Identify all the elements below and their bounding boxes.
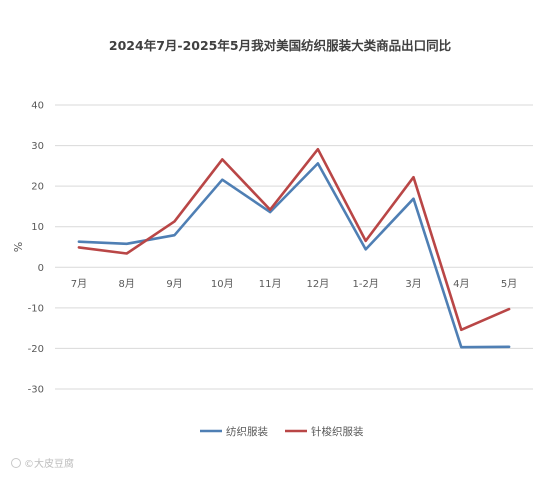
x-tick-label: 8月 xyxy=(119,278,135,290)
y-tick-label: 10 xyxy=(31,222,44,233)
watermark-text: ©大皮豆腐 xyxy=(24,457,74,470)
y-tick-label: 20 xyxy=(31,182,44,193)
legend: 纺织服装 针梭织服装 xyxy=(200,425,364,438)
x-tick-label: 9月 xyxy=(166,278,182,290)
watermark-icon xyxy=(11,458,21,468)
x-tick-label: 1-2月 xyxy=(353,278,379,290)
chart-title: 2024年7月-2025年5月我对美国纺织服装大类商品出口同比 xyxy=(109,38,452,53)
y-axis-label: % xyxy=(12,242,25,252)
legend-label: 针梭织服装 xyxy=(311,425,364,438)
x-tick-label: 11月 xyxy=(259,278,282,290)
x-tick-label: 12月 xyxy=(307,278,330,290)
x-tick-label: 5月 xyxy=(501,278,517,290)
series-line-2 xyxy=(77,147,511,332)
y-tick-label: 40 xyxy=(31,101,44,112)
watermark: ©大皮豆腐 xyxy=(11,457,74,470)
y-tick-label: 30 xyxy=(31,141,44,152)
legend-label: 纺织服装 xyxy=(226,425,268,438)
y-tick-label: -20 xyxy=(28,344,44,355)
x-axis-ticks: 7月 8月 9月 10月 11月 12月 1-2月 3月 4月 5月 xyxy=(71,278,518,290)
y-tick-label: -30 xyxy=(28,385,44,396)
x-tick-label: 3月 xyxy=(405,278,421,290)
series-line-1 xyxy=(77,162,511,349)
x-tick-label: 10月 xyxy=(211,278,234,290)
y-tick-label: 0 xyxy=(38,263,44,274)
y-axis-ticks: 40 30 20 10 0 -10 -20 -30 xyxy=(28,101,44,396)
y-tick-label: -10 xyxy=(28,303,44,314)
x-tick-label: 7月 xyxy=(71,278,87,290)
series-lines xyxy=(77,147,511,349)
x-tick-label: 4月 xyxy=(453,278,469,290)
